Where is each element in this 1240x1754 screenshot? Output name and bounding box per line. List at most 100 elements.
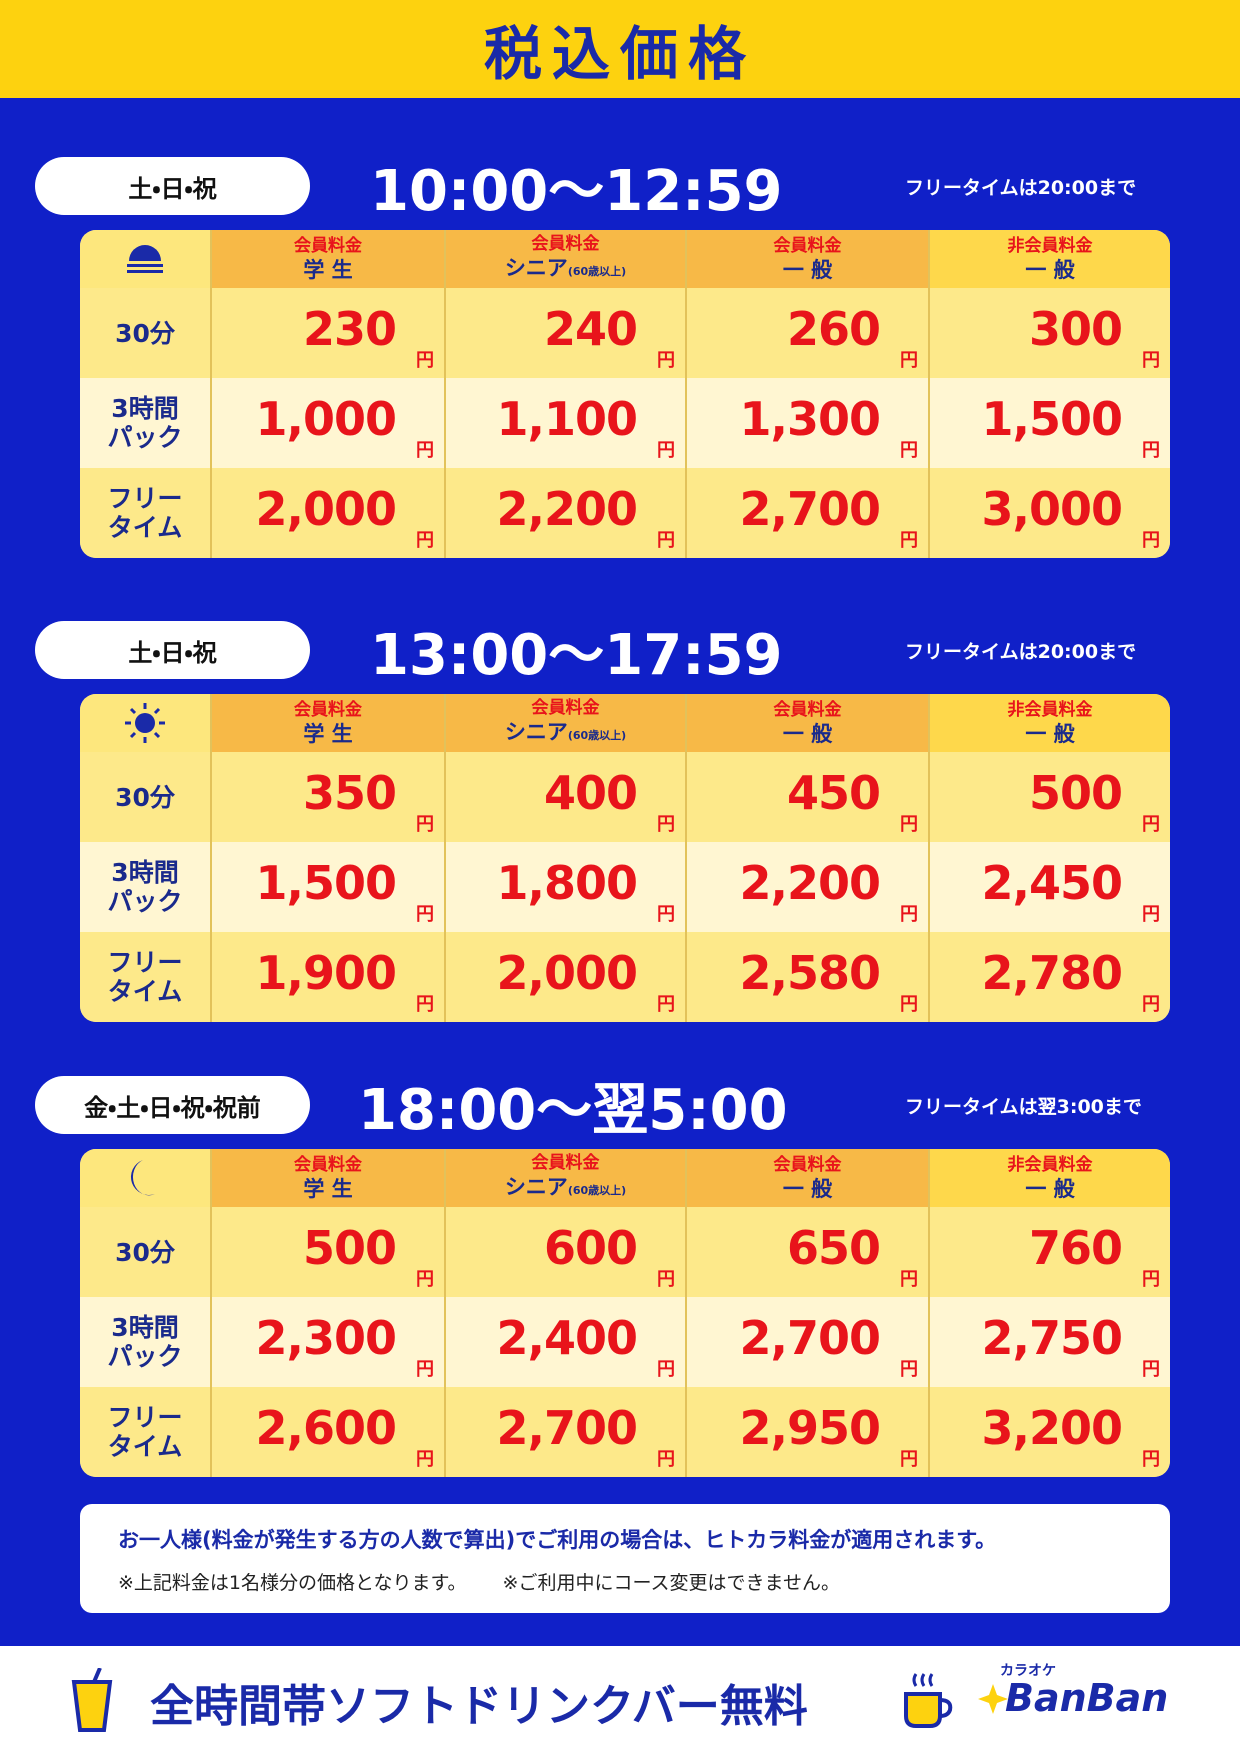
free-time-note: フリータイムは翌3:00まで [905,1095,1142,1118]
plan-name: シニア(60歳以上) [505,719,626,749]
price: 400 [543,766,638,820]
plan: 一 般 [1025,258,1075,282]
price-cell: 650 円 [685,1207,928,1297]
column-header: 非会員料金一 般 [928,230,1170,288]
time-icon [80,1149,210,1207]
yen: 円 [657,904,675,925]
plan-name: 学 生 [303,257,352,283]
yen: 円 [657,350,675,371]
price: 1,800 [496,856,638,910]
row-label: フリー タイム [80,932,210,1022]
icon [125,703,165,743]
price-cell: 2,780 円 [928,932,1170,1022]
price-cell: 2,580 円 [685,932,928,1022]
price-cell: 600 円 [444,1207,685,1297]
plan: 一 般 [1025,722,1075,746]
footer-band [0,1646,1240,1754]
yen: 円 [657,440,675,461]
member-type: 非会員料金 [1007,700,1093,720]
plan-sub: (60歳以上) [567,265,627,278]
price: 600 [543,1221,638,1275]
plan-name: シニア(60歳以上) [505,255,626,285]
price-cell: 2,300 円 [210,1297,444,1387]
price-cell: 2,000 円 [444,932,685,1022]
yen: 円 [416,814,434,835]
row-label: 3時間 パック [80,842,210,932]
row-label: フリー タイム [80,468,210,558]
price-cell: 2,450 円 [928,842,1170,932]
days-pill: 土・日・祝 [35,621,310,679]
price: 650 [786,1221,881,1275]
plan-name: 一 般 [1025,257,1074,283]
free-time-note: フリータイムは20:00まで [905,176,1137,199]
price-cell: 500 円 [210,1207,444,1297]
price-cell: 1,100 円 [444,378,685,468]
price-cell: 2,200 円 [444,468,685,558]
row-label-line: 3時間 [111,394,179,423]
price-cell: 2,950 円 [685,1387,928,1477]
note: ※上記料金は1名様分の価格となります。 [118,1572,467,1594]
plan-name: 一 般 [783,721,832,747]
plan-name: 一 般 [1025,721,1074,747]
price: 2,600 [255,1401,397,1455]
price: 230 [302,302,397,356]
column-header: 会員料金一 般 [685,1149,928,1207]
price-cell: 230 円 [210,288,444,378]
yen: 円 [1142,350,1160,371]
price: 500 [302,1221,397,1275]
price-cell: 300 円 [928,288,1170,378]
member-type: 会員料金 [294,1155,362,1175]
member-type: 会員料金 [773,236,842,256]
price: 500 [1028,766,1123,820]
yen: 円 [1142,530,1160,551]
free-time-note: フリータイムは20:00まで [905,640,1137,663]
yen: 円 [1142,814,1160,835]
price: 2,950 [739,1401,881,1455]
price-cell: 260 円 [685,288,928,378]
member-type: 会員料金 [531,234,600,254]
yen: 円 [1142,1359,1160,1380]
price-cell: 240 円 [444,288,685,378]
plan: 一 般 [782,258,833,282]
row-label: 30分 [80,752,210,842]
column-header: 会員料金一 般 [685,694,928,752]
price: 240 [543,302,638,356]
price: 2,000 [255,482,397,536]
yen: 円 [657,1449,675,1470]
member-type: 会員料金 [531,1153,600,1173]
price-cell: 1,000 円 [210,378,444,468]
plan-sub: (60歳以上) [567,1184,627,1197]
time-range: 18:00〜翌5:00 [358,1077,788,1143]
price-cell: 2,750 円 [928,1297,1170,1387]
price-cell: 1,500 円 [928,378,1170,468]
price-cell: 2,700 円 [685,1297,928,1387]
price: 2,750 [981,1311,1123,1365]
row-label: フリー タイム [80,1387,210,1477]
row-label-line: フリー [107,948,183,977]
plan: 一 般 [1025,1177,1075,1201]
plan: シニア [504,256,568,280]
yen: 円 [657,1269,675,1290]
price: 450 [786,766,881,820]
plan-name: 一 般 [1025,1176,1074,1202]
row-label-line: 3時間 [111,1313,179,1342]
icon [127,245,163,273]
time-icon [80,230,210,288]
row-label-line: タイム [107,977,183,1006]
price: 2,450 [981,856,1123,910]
price: 2,200 [496,482,638,536]
price: 1,900 [255,946,397,1000]
column-header: 会員料金学 生 [210,1149,444,1207]
column-header: 会員料金 シニア(60歳以上) [444,230,685,288]
column-header: 会員料金一 般 [685,230,928,288]
column-header: 非会員料金一 般 [928,1149,1170,1207]
price-cell: 2,000 円 [210,468,444,558]
price: 2,300 [255,1311,397,1365]
yen: 円 [416,350,434,371]
price-cell: 2,200 円 [685,842,928,932]
plan: 一 般 [782,1177,833,1201]
plan: 学 生 [303,1177,353,1201]
price-cell: 500 円 [928,752,1170,842]
plan: 学 生 [303,258,353,282]
